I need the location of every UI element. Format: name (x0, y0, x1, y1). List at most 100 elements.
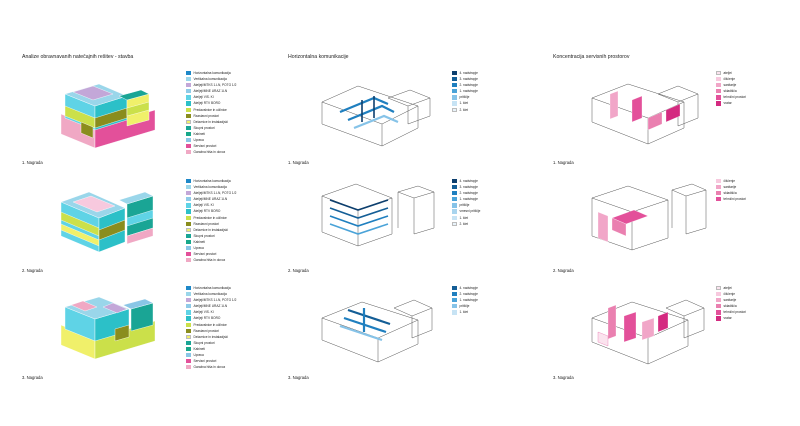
legend-label: Kabineti (193, 131, 206, 136)
legend-item: 2. nadstropje (452, 291, 478, 297)
legend-label: skladišča (723, 304, 737, 309)
legend-swatch (186, 215, 191, 220)
legend-item: pritličje (452, 94, 478, 100)
legend-swatch (186, 346, 191, 352)
legend-label: Delavnice in instalacijski (193, 334, 228, 339)
legend-item: tehnični prostori (716, 196, 746, 202)
legend-swatch (186, 359, 191, 364)
legend-swatch (452, 292, 457, 297)
legend-item: Kabineti (186, 346, 236, 352)
legend-label: 2. klet (459, 221, 469, 226)
legend-label: 4. nadstropje (459, 179, 478, 183)
legend-label: Vertikalna komunikacija (193, 185, 227, 190)
legend-label: Horizontalna komunikacija (193, 179, 231, 183)
legend-item: Predavalnice in učilnice (186, 215, 236, 221)
legend-swatch (186, 310, 191, 315)
legend-item: sanitarije (716, 184, 746, 190)
legend-item: Ateljeji/MTKS 1.LN, POTG 1/2 (186, 82, 236, 88)
legend-item: Ateljeji VIS. KI (186, 94, 236, 100)
legend-swatch (186, 221, 191, 226)
building-massing-1 (60, 83, 156, 149)
legend-item: Garažna hiša in dovoz (186, 257, 236, 263)
legend-swatch (716, 304, 721, 309)
legend-swatch (716, 185, 721, 190)
legend-swatch (186, 185, 191, 190)
legend-servis-1: ateljei člščenje sanitarije skladišča tehnič… (716, 70, 746, 107)
legend-swatch (186, 258, 191, 263)
legend-item: Uprava (186, 137, 236, 143)
legend-swatch (716, 77, 721, 82)
legend-label: 1. klet (459, 101, 469, 106)
legend-label: ateljei (723, 286, 732, 290)
legend-label: 2. nadstropje (459, 292, 478, 297)
legend-swatch (716, 178, 721, 184)
legend-swatch (452, 77, 457, 82)
legend-item: Vertikalna komunikacija (186, 291, 236, 297)
legend-item: skladišča (716, 190, 746, 196)
legend-item: Ateljeji/MNE URAZ 1LN (186, 88, 236, 94)
legend-item: Garažna hiša in dovoz (186, 149, 236, 155)
legend-label: 2. klet (459, 107, 469, 112)
legend-swatch (716, 101, 721, 106)
legend-label: 4. nadstropje (459, 71, 478, 75)
caption-horiz-1: 1. Nagrada (288, 160, 309, 165)
legend-swatch (186, 209, 191, 214)
legend-item: Delavnice in instalacijski (186, 119, 236, 125)
legend-label: Uprava (193, 353, 204, 358)
legend-item: Predavalnice in učilnice (186, 322, 236, 328)
legend-item: vratar (716, 315, 746, 321)
legend-swatch (186, 150, 191, 155)
legend-item: skladišča (716, 88, 746, 94)
legend-item: 1. nadstropje (452, 88, 478, 94)
legend-label: Predavalnice in učilnice (193, 215, 227, 220)
legend-swatch (186, 144, 191, 149)
legend-item: člščenje (716, 76, 746, 82)
legend-label: Uprava (193, 138, 204, 143)
legend-swatch (716, 95, 721, 100)
legend-item: Kabineti (186, 131, 236, 137)
legend-label: čiščenje (723, 292, 736, 297)
legend-label: skladišča (723, 89, 737, 94)
legend-item: 4. nadstropje (452, 178, 480, 184)
legend-swatch (186, 352, 191, 358)
legend-swatch (452, 304, 457, 309)
caption-servis-2: 2. Nagrada (553, 268, 574, 273)
legend-item: 1. klet (452, 215, 480, 221)
legend-label: Ateljeji VIS. KI (193, 310, 214, 315)
legend-swatch (186, 107, 191, 112)
legend-swatch (716, 292, 721, 297)
legend-label: Vertikalna komunikacija (193, 77, 227, 82)
legend-swatch (452, 191, 457, 196)
horizontal-communication-2 (321, 183, 435, 247)
legend-item: skladišča (716, 303, 746, 309)
legend-item: Razstavni prostori (186, 221, 236, 227)
legend-swatch (186, 70, 191, 76)
legend-label: 2. nadstropje (459, 83, 478, 88)
legend-label: Ateljeji/MTKS 1.LN, POTG 1/2 (193, 191, 237, 196)
legend-label: čiščenje (723, 179, 736, 183)
legend-item: Ateljeji/MNE URAZ 1LN (186, 196, 236, 202)
legend-item: Ateljeji VIS. KI (186, 202, 236, 208)
legend-swatch (452, 101, 457, 106)
legend-label: sanitarije (723, 298, 737, 303)
legend-item: Horizontalna komunikacija (186, 285, 236, 291)
legend-label: Servisni prostori (193, 144, 217, 149)
legend-label: Razstavni prostori (193, 221, 220, 226)
legend-swatch (716, 70, 721, 76)
legend-swatch (452, 310, 457, 315)
legend-horiz-2: 4. nadstropje 3. nadstropje 2. nadstropje 1… (452, 178, 480, 227)
legend-item: čiščenje (716, 291, 746, 297)
legend-item: 2. klet (452, 221, 480, 227)
legend-item: Skupni prostori (186, 340, 236, 346)
legend-label: Predavalnice in učilnice (193, 322, 227, 327)
legend-swatch (186, 334, 191, 339)
legend-swatch (186, 239, 191, 245)
legend-label: Servisni prostori (193, 252, 217, 257)
legend-swatch (452, 89, 457, 94)
legend-label: Garažna hiša in dovoz (193, 365, 226, 370)
legend-swatch (186, 83, 191, 88)
legend-item: vratar (716, 100, 746, 106)
legend-swatch (716, 191, 721, 196)
legend-swatch (186, 292, 191, 297)
legend-swatch (186, 252, 191, 257)
